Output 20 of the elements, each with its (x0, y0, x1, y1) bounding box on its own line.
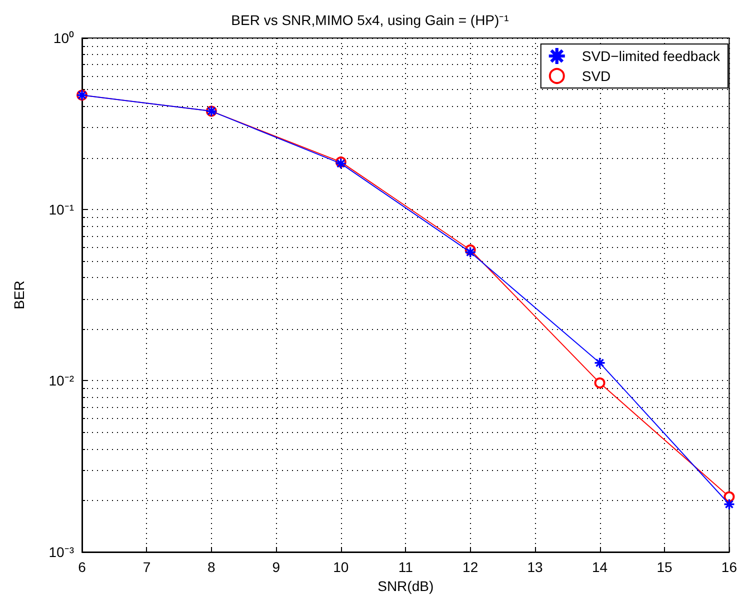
x-tick-label: 14 (592, 559, 608, 575)
chart-title: BER vs SNR,MIMO 5x4, using Gain = (HP)⁻¹ (231, 12, 510, 28)
y-tick-label: 10⁰ (53, 30, 74, 46)
x-tick-label: 15 (656, 559, 672, 575)
y-tick-label: 10⁻³ (48, 544, 74, 560)
y-tick-label: 10⁻¹ (48, 201, 74, 218)
legend-label: SVD (582, 68, 611, 84)
x-tick-label: 13 (527, 559, 544, 575)
x-tick-label: 7 (142, 559, 151, 575)
x-tick-label: 10 (333, 559, 349, 575)
x-axis-title: SNR(dB) (378, 578, 434, 594)
x-tick-label: 12 (462, 559, 478, 575)
y-axis-title: BER (11, 280, 27, 310)
x-tick-label: 9 (272, 559, 280, 575)
x-tick-label: 11 (398, 559, 414, 575)
x-tick-label: 16 (721, 559, 738, 575)
y-tick-label: 10⁻² (48, 372, 74, 389)
x-tick-label: 8 (208, 559, 216, 575)
legend-label: SVD−limited feedback (582, 48, 721, 64)
x-tick-label: 6 (78, 559, 86, 575)
